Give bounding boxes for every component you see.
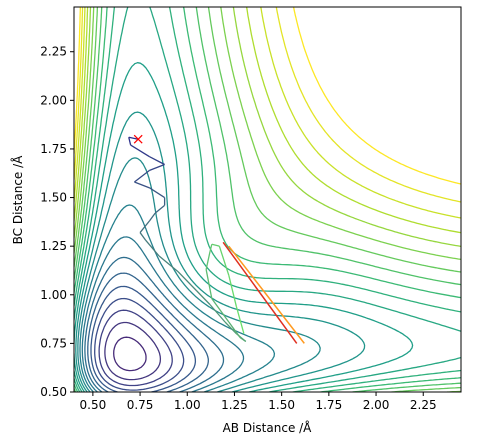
x-tick-label: 1.75 bbox=[315, 398, 342, 412]
contour-level-25 bbox=[74, 7, 461, 185]
contour-level-18 bbox=[74, 7, 461, 392]
contour-level-8 bbox=[87, 272, 209, 392]
trajectory-segment bbox=[154, 204, 166, 214]
contour-level-17 bbox=[74, 7, 461, 392]
contour-level-9 bbox=[84, 256, 225, 392]
y-tick-label: 0.75 bbox=[40, 336, 67, 350]
y-tick-label: 1.50 bbox=[40, 191, 67, 205]
trajectory-segment bbox=[228, 275, 237, 307]
trajectory-segment bbox=[218, 245, 230, 276]
transition-line-1 bbox=[228, 245, 305, 344]
trajectory-layer bbox=[128, 134, 305, 344]
y-tick-label: 0.50 bbox=[40, 385, 67, 399]
y-tick-label: 1.75 bbox=[40, 142, 67, 156]
trajectory-segment bbox=[228, 321, 241, 338]
trajectory-segment bbox=[145, 239, 160, 257]
trajectory-segment bbox=[177, 270, 198, 292]
trajectory-segment bbox=[128, 137, 132, 146]
trajectory-segment bbox=[149, 187, 165, 199]
x-axis-label: AB Distance /Å bbox=[223, 420, 313, 435]
contour-lines bbox=[74, 7, 461, 392]
start-marker bbox=[133, 134, 143, 144]
contour-level-4 bbox=[104, 321, 162, 381]
trajectory-segment bbox=[158, 255, 179, 272]
y-tick-label: 2.25 bbox=[40, 45, 67, 59]
x-tick-label: 1.25 bbox=[221, 398, 248, 412]
trajectory-segment bbox=[205, 269, 213, 299]
contour-level-5 bbox=[98, 309, 173, 387]
trajectory-segment bbox=[130, 144, 150, 158]
trajectory-segment bbox=[139, 232, 147, 241]
trajectory-segment bbox=[128, 136, 139, 140]
x-tick-label: 0.50 bbox=[80, 398, 107, 412]
contour-level-24 bbox=[74, 7, 461, 203]
trajectory-segment bbox=[134, 181, 150, 189]
y-axis-label: BC Distance /Å bbox=[10, 155, 25, 245]
contour-level-7 bbox=[90, 285, 197, 392]
trajectory-segment bbox=[224, 321, 237, 335]
contour-level-3 bbox=[113, 336, 147, 372]
contour-level-13 bbox=[75, 111, 366, 392]
trajectory-segment bbox=[211, 243, 220, 247]
trajectory-segment bbox=[239, 337, 247, 342]
x-axis-ticks: 0.50 0.75 1.00 1.25 1.50 1.75 2.00 2.25 bbox=[80, 392, 437, 412]
trajectory-segment bbox=[149, 163, 165, 171]
x-tick-label: 0.75 bbox=[127, 398, 154, 412]
trajectory-segment bbox=[196, 290, 211, 305]
trajectory-segment bbox=[209, 304, 226, 323]
y-tick-label: 1.00 bbox=[40, 288, 67, 302]
x-tick-label: 1.00 bbox=[174, 398, 201, 412]
trajectory-segment bbox=[134, 169, 150, 183]
contour-level-12 bbox=[77, 157, 321, 392]
trajectory-segment bbox=[235, 306, 245, 334]
x-tick-label: 2.25 bbox=[410, 398, 437, 412]
y-tick-label: 2.00 bbox=[40, 93, 67, 107]
contour-level-10 bbox=[81, 236, 245, 392]
contour-level-6 bbox=[94, 297, 185, 391]
trajectory-segment bbox=[211, 298, 230, 323]
trajectory-segment bbox=[205, 251, 211, 270]
transition-line-0 bbox=[222, 241, 298, 344]
contour-level-19 bbox=[74, 7, 461, 392]
x-tick-label: 1.50 bbox=[268, 398, 295, 412]
trajectory-segment bbox=[148, 212, 156, 222]
trajectory-segment bbox=[209, 244, 213, 253]
contour-level-22 bbox=[74, 7, 461, 234]
trajectory-segment bbox=[149, 156, 165, 166]
contour-level-23 bbox=[74, 7, 461, 219]
plot-frame bbox=[73, 6, 462, 393]
y-tick-label: 1.25 bbox=[40, 239, 67, 253]
y-axis-ticks: 0.50 0.75 1.00 1.25 1.50 1.75 2.00 2.25 bbox=[40, 45, 74, 399]
trajectory-segment bbox=[139, 220, 151, 233]
x-tick-label: 2.00 bbox=[363, 398, 390, 412]
contour-level-14 bbox=[74, 62, 414, 392]
